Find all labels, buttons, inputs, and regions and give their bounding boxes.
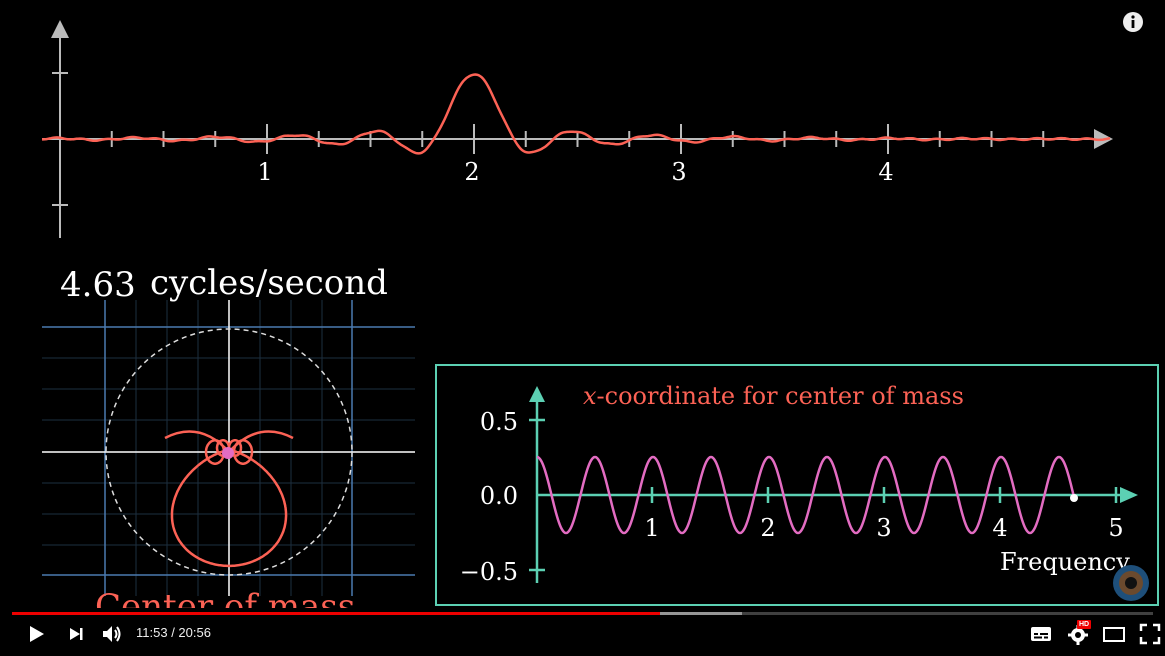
top-plot-tick-label-1: 1 [257,158,272,186]
gear-icon[interactable] [1066,622,1090,646]
inset-y-tick-label-1: 0.0 [480,482,518,510]
inset-ticks [529,418,1118,572]
inset-x-arrow [1120,487,1138,503]
channel-watermark[interactable] [1113,565,1149,601]
inset-current-point [1070,494,1078,502]
winding-unit-circle [105,328,353,576]
subtitles-icon[interactable] [1029,622,1053,646]
volume-icon[interactable] [100,622,124,646]
progress-played [12,612,661,615]
inset-curve [536,455,1076,535]
time-separator: / [167,625,179,640]
inset-title-italic: x [583,382,597,410]
center-of-mass-dot [222,447,234,459]
next-icon[interactable] [64,622,88,646]
inset-y-tick-label-2: −0.5 [460,558,518,586]
inset-x-tick-label-5: 5 [1108,514,1123,542]
center-of-mass-caption: Center of mass [95,587,355,608]
inset-y-tick-label-0: 0.5 [480,408,518,436]
top-plot-curve [42,73,1111,155]
time-total: 20:56 [178,625,211,640]
winding-frequency-unit: cycles/second [150,263,388,303]
inset-y-arrow [529,386,545,402]
play-icon[interactable] [24,622,48,646]
player-controls: 11:53 / 20:56 HD [0,608,1165,656]
inset-x-tick-label-3: 3 [876,514,891,542]
video-frame: 1 2 3 4 4.63 cycles/second Center of mas… [42,20,1159,627]
inset-title-rest: -coordinate for center of mass [597,382,964,410]
inset-frame [435,364,1159,606]
inset-x-tick-label-1: 1 [644,514,659,542]
hd-badge: HD [1077,620,1092,629]
inset-x-tick-label-4: 4 [992,514,1007,542]
top-plot-tick-label-4: 4 [878,158,893,186]
top-plot-tick-label-3: 3 [671,158,686,186]
winding-frequency-value: 4.63 [60,265,136,305]
info-icon[interactable] [1122,11,1144,33]
theater-mode-icon[interactable] [1102,622,1126,646]
fullscreen-icon[interactable] [1138,622,1162,646]
inset-x-tick-label-2: 2 [760,514,775,542]
progress-bar[interactable] [12,612,1153,615]
time-display: 11:53 / 20:56 [136,625,211,640]
inset-plot: x-coordinate for center of mass 0.5 0.0 … [435,364,1159,606]
winding-panel: 4.63 cycles/second Center of mass [42,263,415,627]
time-current: 11:53 [136,625,168,640]
inset-title: x-coordinate for center of mass [583,382,964,410]
top-plot-tick-label-2: 2 [464,158,479,186]
top-plot: 1 2 3 4 [42,20,1113,238]
inset-x-label: Frequency [1000,548,1130,576]
top-plot-y-arrow [51,20,69,38]
